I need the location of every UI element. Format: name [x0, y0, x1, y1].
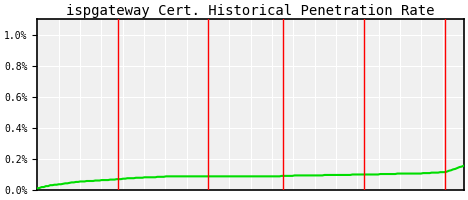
- Title: ispgateway Cert. Historical Penetration Rate: ispgateway Cert. Historical Penetration …: [66, 4, 435, 18]
